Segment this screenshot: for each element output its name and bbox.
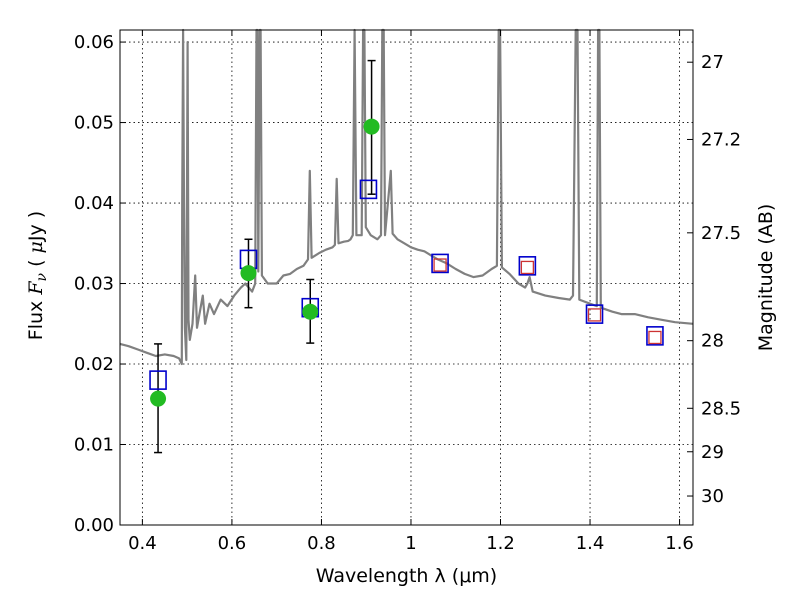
- x-tick-label: 1.4: [576, 533, 605, 554]
- x-tick-label: 0.6: [218, 533, 247, 554]
- y-axis-label-mu: μ: [25, 241, 47, 253]
- y-axis-label-f: F: [25, 281, 47, 296]
- y-tick-label: 0.00: [74, 515, 114, 536]
- y2-tick-label: 28: [701, 331, 724, 352]
- x-tick-label: 1: [405, 533, 416, 554]
- y2-tick-label: 27: [701, 52, 724, 73]
- y-axis-label-unit: Jy ): [25, 211, 47, 242]
- y-axis-label-paren: (: [25, 253, 47, 273]
- observed-marker: [240, 265, 257, 282]
- y-tick-label: 0.03: [74, 274, 114, 295]
- y2-tick-label: 28.5: [701, 398, 741, 419]
- spectrum-line: [119, 28, 694, 366]
- model-red-marker: [648, 330, 662, 345]
- model-blue-marker: [646, 326, 664, 346]
- x-tick-label: 1.2: [486, 533, 515, 554]
- y-tick-label: 0.04: [74, 193, 114, 214]
- y2-axis-label: Magnitude (AB): [755, 204, 777, 352]
- model-blue-marker: [585, 304, 604, 324]
- y-axis-label-nu: ν: [34, 272, 50, 281]
- model-blue-marker: [518, 256, 537, 276]
- model-red-marker: [433, 258, 447, 272]
- x-tick-label: 0.4: [128, 533, 157, 554]
- model-blue-marker: [431, 253, 449, 274]
- y-axis-label-prefix: Flux: [25, 295, 47, 341]
- y2-tick-label: 27.5: [701, 223, 741, 244]
- y-tick-label: 0.05: [74, 113, 114, 134]
- model-red-marker: [587, 308, 602, 322]
- tick-labels: 0.4 0.6 0.8 1 1.2 1.4 1.6 0.00 0.01 0.02 0.03 0.04 0…: [74, 32, 741, 554]
- spectrum-series: [119, 28, 694, 366]
- y-tick-label: 0.01: [74, 435, 114, 456]
- observed-marker: [150, 390, 167, 407]
- ticks: [120, 30, 693, 526]
- observed-marker: [302, 303, 319, 320]
- x-tick-label: 1.6: [665, 533, 694, 554]
- y-tick-label: 0.06: [74, 32, 114, 53]
- markers: [149, 118, 664, 407]
- x-tick-label: 0.8: [307, 533, 336, 554]
- y2-tick-label: 29: [701, 442, 724, 463]
- model-red-marker: [520, 260, 535, 275]
- y-tick-label: 0.02: [74, 354, 114, 375]
- model-blue-marker: [359, 179, 378, 200]
- y-axis-label: Flux Fν ( μJy ): [25, 211, 50, 340]
- x-axis-label: Wavelength λ (μm): [316, 565, 497, 587]
- grid: [120, 30, 693, 526]
- y2-tick-label: 27.2: [701, 129, 741, 150]
- observed-marker: [363, 118, 380, 135]
- model-blue-marker: [149, 370, 167, 390]
- y2-tick-label: 30: [701, 486, 724, 507]
- plot-frame: [119, 29, 694, 526]
